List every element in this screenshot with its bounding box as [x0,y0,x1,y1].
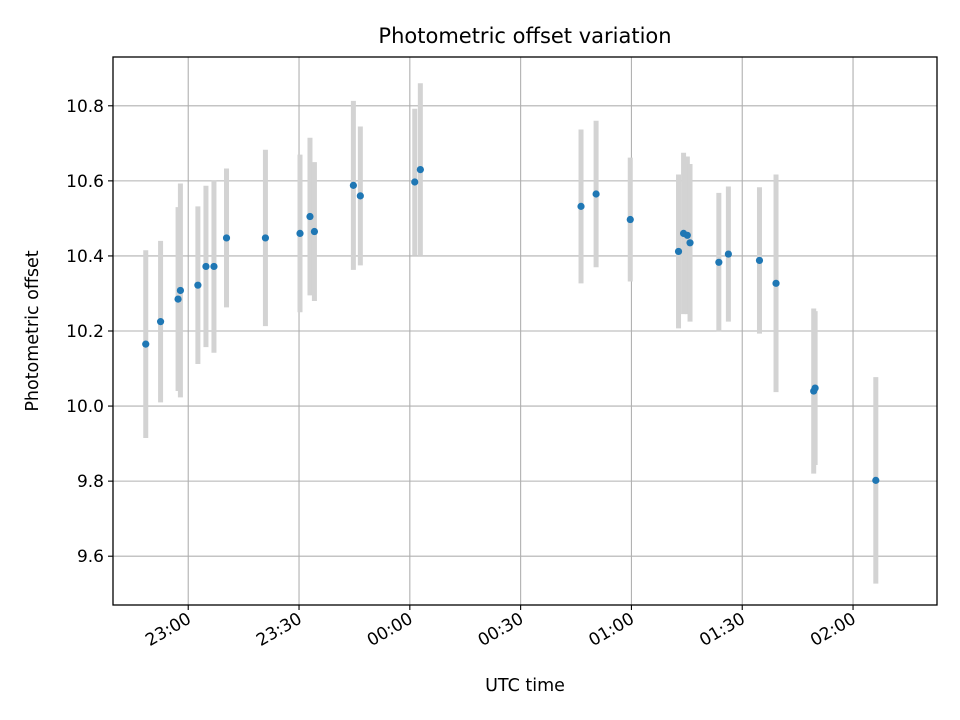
y-tick-label: 9.8 [77,472,104,492]
y-tick-label: 10.0 [66,397,104,417]
data-point [296,229,304,238]
data-point [356,192,364,200]
data-point [577,202,585,210]
y-tick-label: 10.4 [66,247,104,267]
data-point [349,181,357,189]
data-point [176,286,185,295]
data-point [772,279,780,287]
data-point [194,281,202,289]
y-tick-label: 10.6 [66,172,104,192]
y-tick-label: 10.8 [66,97,104,117]
data-point [416,166,424,174]
data-point [310,227,319,236]
data-point [411,178,419,186]
y-axis-label: Photometric offset [23,250,43,411]
y-tick-label: 9.6 [77,547,104,567]
data-point [683,231,691,239]
data-point [156,318,165,326]
data-point [715,258,723,266]
data-point [210,262,218,271]
data-point [174,295,182,303]
point-layer [142,166,880,484]
data-point [724,250,732,258]
data-point [261,234,270,242]
data-point [142,340,150,348]
y-tick-label: 10.2 [66,322,104,342]
data-point [686,239,694,247]
data-point [592,190,600,198]
data-point [811,384,819,392]
grid-layer [113,57,937,605]
data-point [306,212,314,221]
chart-title: Photometric offset variation [378,24,671,48]
data-point [202,262,210,271]
data-point [626,215,634,224]
data-point [755,256,764,265]
x-axis-label: UTC time [485,676,565,696]
data-point [674,247,683,256]
data-point [872,476,880,484]
data-point [222,234,231,242]
